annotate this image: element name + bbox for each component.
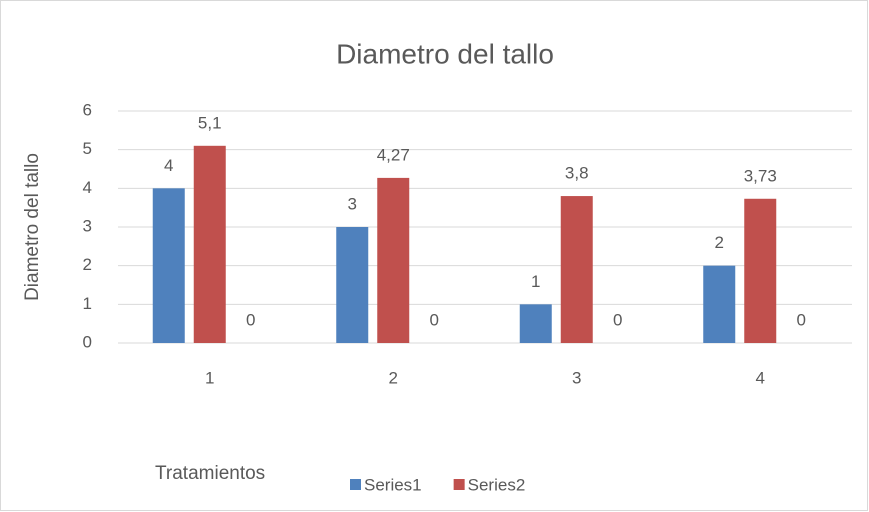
legend-label: Series1 <box>364 475 422 494</box>
chart-title: Diametro del tallo <box>336 38 554 69</box>
x-tick-label: 2 <box>389 368 398 387</box>
data-label: 4 <box>164 156 173 175</box>
data-label: 0 <box>430 310 439 329</box>
x-tick-label: 3 <box>572 368 581 387</box>
bar <box>703 265 736 343</box>
legend-swatch <box>350 479 361 490</box>
data-label: 1 <box>531 272 540 291</box>
y-tick-label: 3 <box>83 216 92 235</box>
y-tick-label: 2 <box>83 255 92 274</box>
bar <box>377 177 410 343</box>
x-tick-label: 1 <box>205 368 214 387</box>
bar <box>152 188 185 343</box>
bar <box>560 196 593 343</box>
y-tick-label: 4 <box>83 178 92 197</box>
y-axis-title: Diametro del tallo <box>22 153 43 301</box>
bar <box>519 304 552 343</box>
data-label: 3 <box>348 194 357 213</box>
data-label: 3,73 <box>744 166 777 185</box>
data-label: 3,8 <box>565 164 589 183</box>
y-tick-label: 1 <box>83 294 92 313</box>
data-label: 0 <box>797 310 806 329</box>
y-tick-label: 6 <box>83 100 92 119</box>
bar <box>193 145 226 343</box>
data-label: 4,27 <box>377 145 410 164</box>
x-axis-title: Tratamientos <box>155 463 265 484</box>
y-tick-label: 5 <box>83 139 92 158</box>
data-label: 5,1 <box>198 113 222 132</box>
bar <box>744 198 777 343</box>
data-label: 0 <box>613 310 622 329</box>
legend-swatch <box>453 479 465 490</box>
y-tick-label: 0 <box>83 332 92 351</box>
x-tick-label: 4 <box>756 368 765 387</box>
legend-label: Series2 <box>468 475 526 494</box>
data-label: 2 <box>715 233 724 252</box>
data-label: 0 <box>246 310 255 329</box>
bar <box>336 227 369 343</box>
